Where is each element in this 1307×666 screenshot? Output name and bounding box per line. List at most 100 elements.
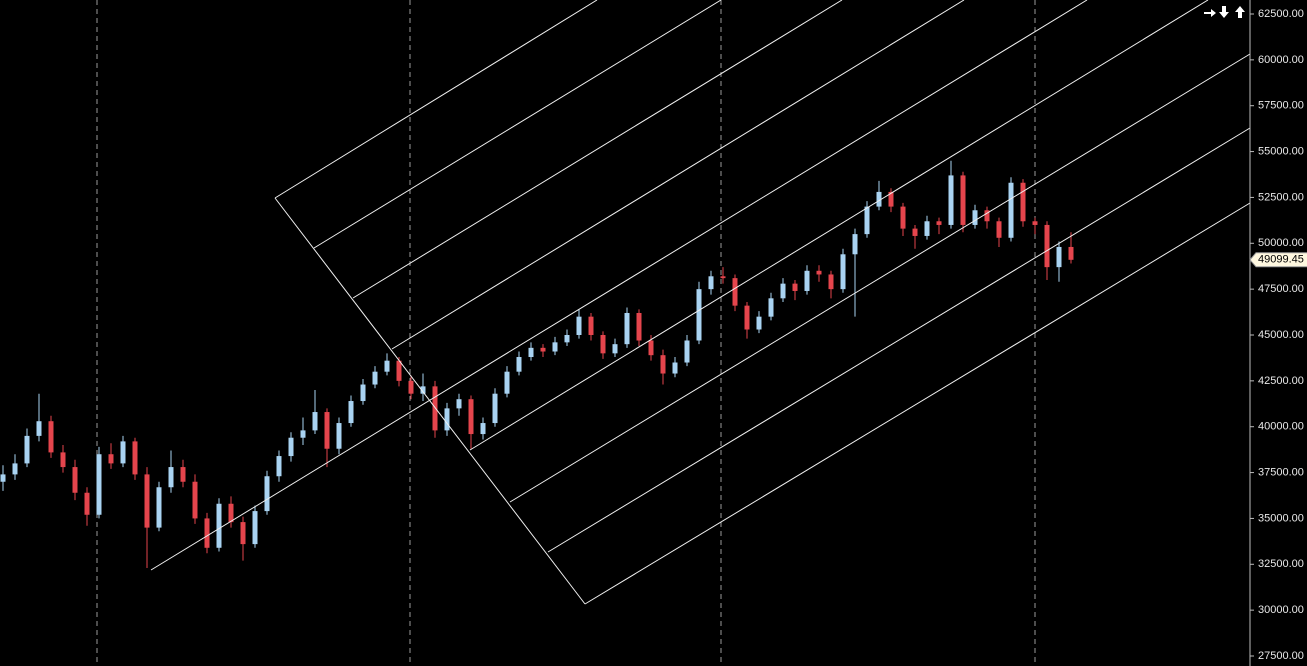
candle-body [444,408,450,431]
candle-body [672,362,678,374]
candle-body [12,463,18,475]
scroll-right[interactable] [1204,9,1216,17]
scroll-down[interactable] [1219,6,1229,18]
candle-body [948,175,954,225]
candle-body [924,221,930,236]
candle-body [804,270,810,291]
y-tick-label: 55000.00 [1258,145,1304,157]
candle-body [960,175,966,225]
candle-body [876,191,882,207]
last-price-label: 49099.45 [1258,254,1304,266]
candle-body [1056,246,1062,268]
candle-body [504,371,510,394]
candle-body [468,399,474,435]
candle-body [192,481,198,519]
candle-body [252,511,258,545]
candle-body [768,298,774,317]
candle-body [516,357,522,372]
candle-body [216,503,222,548]
candle-body [1032,221,1038,225]
candle-body [156,487,162,528]
candle-body [240,522,246,545]
last-price-tag [1249,252,1307,268]
candle-body [1020,182,1026,222]
candle-body [936,221,942,225]
candle-body [204,518,210,548]
y-tick-label: 32500.00 [1258,558,1304,570]
candle-body [744,305,750,330]
y-tick-label: 52500.00 [1258,191,1304,203]
candle-body [480,423,486,435]
candle-body [60,452,66,468]
candle-body [48,421,54,453]
channel-line [274,0,598,199]
candle-body [228,503,234,523]
candle-body [360,384,366,402]
y-tick-label: 27500.00 [1258,650,1304,662]
channel-line [313,0,722,249]
candle-body [984,210,990,222]
candle-body [996,221,1002,238]
candle-body [624,312,630,345]
candle-body [1068,246,1074,260]
scroll-up[interactable] [1235,6,1245,18]
candle-body [840,254,846,290]
candle-body [348,401,354,424]
candle-body [1044,224,1050,268]
y-tick-label: 57500.00 [1258,100,1304,112]
channel-line [469,0,1209,451]
candle-body [732,278,738,306]
candle-body [708,276,714,290]
candle-body [96,454,102,515]
candle-body [720,276,726,279]
nav-buttons[interactable] [1204,6,1245,18]
channel-line [547,127,1251,553]
candle-body [576,316,582,335]
candle-body [276,456,282,477]
fibo-channel [150,0,1251,605]
candle-body [120,441,126,464]
candle-body [312,412,318,431]
candle-body [396,360,402,381]
candle-body [588,316,594,335]
candle-body [72,467,78,493]
candle-body [648,340,654,356]
candle-body [828,274,834,290]
channel-line [352,0,843,299]
candle-body [636,312,642,341]
candle-body [108,454,114,464]
y-tick-label: 35000.00 [1258,512,1304,524]
candle-body [660,355,666,374]
candle-body [132,441,138,475]
candle-body [552,342,558,352]
candle-body [816,270,822,275]
candle-body [336,423,342,449]
candle-body [684,340,690,363]
y-tick-label: 42500.00 [1258,375,1304,387]
candle-body [612,344,618,354]
candle-body [528,347,534,358]
y-tick-label: 30000.00 [1258,604,1304,616]
candle-body [144,474,150,528]
candle-body [264,476,270,512]
candle-body [540,347,546,352]
channel-line [509,53,1251,503]
candle-body [912,228,918,236]
channel-line [150,0,1088,571]
y-tick-label: 60000.00 [1258,54,1304,66]
candle-body [288,437,294,457]
candle-body [408,380,414,394]
candle-body [492,393,498,424]
candle-body [864,206,870,235]
candle-body [372,371,378,385]
y-tick-label: 47500.00 [1258,283,1304,295]
candle-body [168,467,174,488]
candle-body [300,430,306,438]
y-tick-label: 45000.00 [1258,329,1304,341]
candle-body [696,289,702,341]
candle-body [24,435,30,464]
channel-edge [274,197,586,605]
candle-body [456,399,462,409]
